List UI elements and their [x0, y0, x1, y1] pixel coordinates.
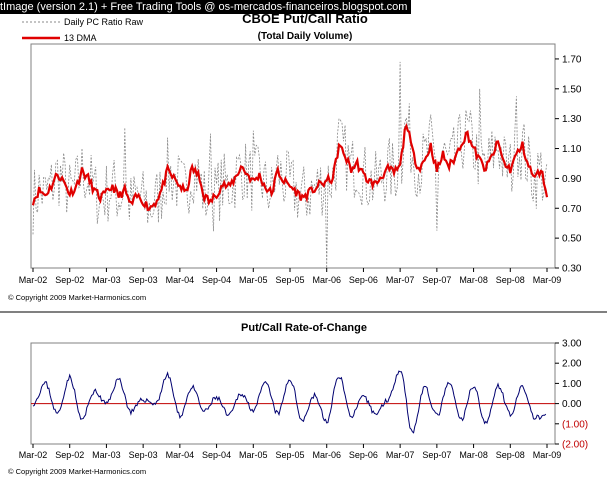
x-tick-label: Sep-02: [55, 275, 84, 285]
y-tick-label: 1.10: [562, 144, 582, 155]
dma-series-line: [31, 122, 549, 212]
roc-x-tick-label: Mar-04: [166, 450, 195, 460]
roc-x-tick-label: Mar-06: [312, 450, 341, 460]
y-tick-label: 0.50: [562, 234, 582, 245]
y-tick-label: 0.30: [562, 264, 582, 275]
copyright-top: © Copyright 2009 Market-Harmonics.com: [8, 293, 146, 302]
copyright-bottom: © Copyright 2009 Market-Harmonics.com: [8, 467, 146, 476]
roc-x-tick-label: Sep-05: [275, 450, 304, 460]
roc-x-tick-label: Sep-04: [202, 450, 231, 460]
app-banner: tImage (version 2.1) + Free Trading Tool…: [0, 0, 412, 14]
roc-x-tick-label: Mar-07: [386, 450, 415, 460]
roc-x-tick-label: Sep-08: [496, 450, 525, 460]
roc-x-tick-label: Mar-05: [239, 450, 268, 460]
roc-x-tick-label: Mar-03: [92, 450, 121, 460]
legend-raw-label: Daily PC Ratio Raw: [64, 17, 144, 27]
y-tick-label: 1.50: [562, 84, 582, 95]
roc-x-tick-label: Sep-02: [55, 450, 84, 460]
y-tick-label: 0.70: [562, 204, 582, 215]
x-tick-label: Mar-09: [533, 275, 562, 285]
x-tick-label: Mar-03: [92, 275, 121, 285]
raw-series-line: [32, 61, 548, 269]
chart-subtitle: (Total Daily Volume): [258, 31, 353, 42]
roc-y-tick-label: 1.00: [562, 379, 582, 390]
y-tick-label: 0.90: [562, 174, 582, 185]
roc-series-line: [32, 370, 547, 434]
roc-y-tick-label: 3.00: [562, 339, 582, 350]
roc-y-tick-label: 2.00: [562, 359, 582, 370]
roc-y-tick-label: (2.00): [562, 440, 588, 451]
x-tick-label: Sep-06: [349, 275, 378, 285]
roc-y-tick-label: (1.00): [562, 419, 588, 430]
x-tick-label: Sep-05: [275, 275, 304, 285]
roc-x-tick-label: Mar-02: [19, 450, 48, 460]
roc-x-tick-label: Sep-06: [349, 450, 378, 460]
roc-x-tick-label: Mar-09: [533, 450, 562, 460]
roc-plot-area: [30, 342, 556, 445]
roc-y-tick-label: 0.00: [562, 399, 582, 410]
x-tick-label: Sep-07: [422, 275, 451, 285]
roc-x-tick-label: Mar-08: [459, 450, 488, 460]
y-tick-label: 1.30: [562, 114, 582, 125]
x-tick-label: Sep-03: [129, 275, 158, 285]
chart-title: CBOE Put/Call Ratio: [242, 11, 368, 26]
roc-x-tick-label: Sep-07: [422, 450, 451, 460]
x-tick-label: Mar-06: [312, 275, 341, 285]
legend-dma-label: 13 DMA: [64, 33, 97, 43]
x-tick-label: Sep-04: [202, 275, 231, 285]
x-tick-label: Mar-02: [19, 275, 48, 285]
x-tick-label: Mar-05: [239, 275, 268, 285]
roc-title: Put/Call Rate-of-Change: [241, 322, 367, 334]
y-tick-label: 1.70: [562, 54, 582, 65]
x-tick-label: Mar-07: [386, 275, 415, 285]
main-plot-area: [30, 43, 556, 269]
x-tick-label: Mar-08: [459, 275, 488, 285]
x-tick-label: Mar-04: [166, 275, 195, 285]
x-tick-label: Sep-08: [496, 275, 525, 285]
roc-x-tick-label: Sep-03: [129, 450, 158, 460]
